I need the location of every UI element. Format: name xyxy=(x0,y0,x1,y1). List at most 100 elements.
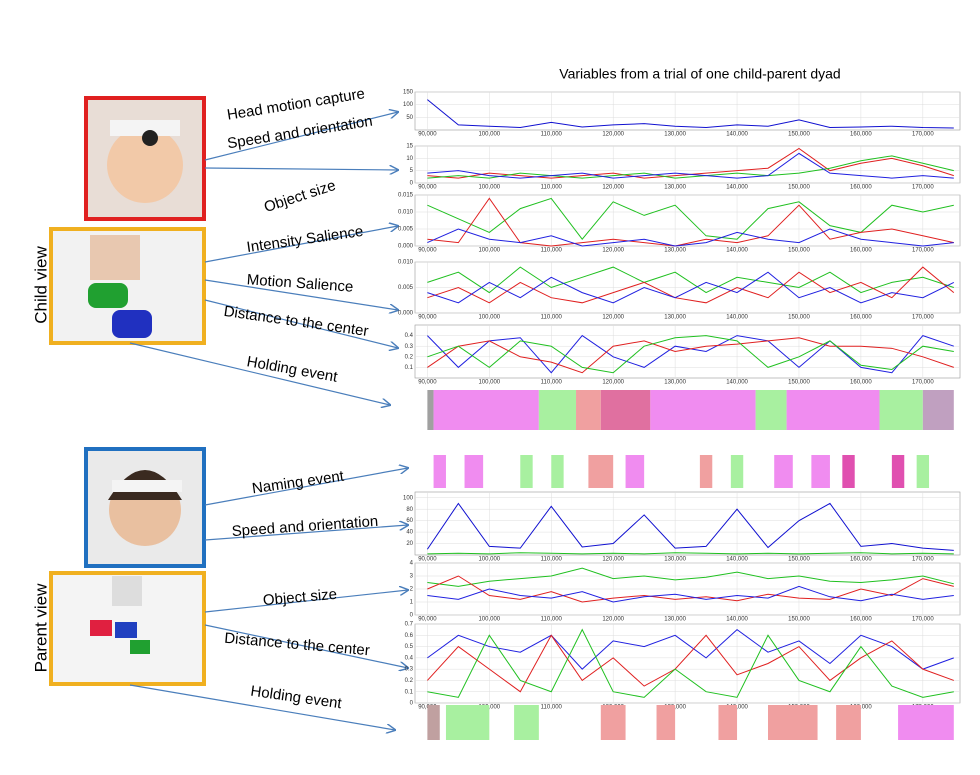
x-tick-label: 100,000 xyxy=(478,185,500,191)
series-line xyxy=(427,628,954,698)
x-tick-label: 130,000 xyxy=(664,185,686,191)
event-segment xyxy=(433,455,446,488)
event-segment xyxy=(600,390,651,430)
y-tick-label: 0.4 xyxy=(405,333,414,339)
series-line xyxy=(427,152,954,179)
y-tick-label: 0.2 xyxy=(405,678,414,684)
series-line xyxy=(427,155,954,179)
event-segment xyxy=(842,455,855,488)
event-segment xyxy=(427,390,434,430)
event-segment xyxy=(464,455,484,488)
x-tick-label: 100,000 xyxy=(478,705,500,711)
x-tick-label: 90,000 xyxy=(418,132,437,138)
y-tick-label: 0 xyxy=(410,613,414,619)
x-tick-label: 150,000 xyxy=(788,248,810,254)
x-tick-label: 160,000 xyxy=(850,315,872,321)
y-tick-label: 2 xyxy=(410,587,414,593)
event-segment xyxy=(898,705,954,740)
event-segment xyxy=(768,705,818,740)
arrows xyxy=(129,112,408,730)
x-tick-label: 170,000 xyxy=(912,315,934,321)
x-tick-label: 110,000 xyxy=(541,617,563,623)
x-tick-label: 110,000 xyxy=(541,132,563,138)
series-line xyxy=(427,634,954,693)
event-segment xyxy=(922,390,954,430)
event-segment xyxy=(774,455,793,488)
x-tick-label: 110,000 xyxy=(541,380,563,386)
title: Variables from a trial of one child-pare… xyxy=(559,66,840,82)
x-tick-label: 130,000 xyxy=(664,557,686,563)
series-line xyxy=(427,271,955,304)
x-tick-label: 140,000 xyxy=(726,185,748,191)
event-segment xyxy=(433,390,539,430)
x-tick-label: 120,000 xyxy=(602,315,624,321)
y-tick-label: 0.000 xyxy=(398,311,414,317)
series-line xyxy=(427,335,954,374)
x-tick-label: 100,000 xyxy=(478,617,500,623)
arrow-label: Naming event xyxy=(251,468,346,498)
plot-frame xyxy=(414,623,961,704)
x-tick-label: 120,000 xyxy=(602,185,624,191)
photo xyxy=(84,96,206,221)
event-segment xyxy=(650,390,756,430)
y-tick-label: 5 xyxy=(410,168,414,174)
x-tick-label: 160,000 xyxy=(850,185,872,191)
x-tick-label: 140,000 xyxy=(726,380,748,386)
event-segment xyxy=(625,455,645,488)
event-segment xyxy=(811,455,830,488)
arrow-label: Distance to the center xyxy=(224,630,371,660)
y-tick-label: 0.005 xyxy=(398,285,414,291)
event-segment xyxy=(576,390,601,430)
x-tick-label: 160,000 xyxy=(850,557,872,563)
arrow-label: Speed and orientation xyxy=(231,513,379,540)
event-segment xyxy=(514,705,539,740)
x-tick-label: 160,000 xyxy=(850,132,872,138)
series-line xyxy=(427,575,954,603)
group-label: Child view xyxy=(31,246,50,324)
y-tick-label: 0.7 xyxy=(405,622,414,628)
y-tick-label: 4 xyxy=(410,561,414,567)
y-tick-label: 0.010 xyxy=(398,210,414,216)
x-tick-label: 140,000 xyxy=(726,248,748,254)
x-tick-label: 110,000 xyxy=(541,185,563,191)
x-tick-label: 100,000 xyxy=(478,248,500,254)
event-segment xyxy=(699,455,713,488)
series-line xyxy=(427,99,954,129)
photo xyxy=(49,227,206,345)
x-tick-label: 120,000 xyxy=(602,132,624,138)
event-segment xyxy=(879,390,923,430)
y-tick-label: 0 xyxy=(410,181,414,187)
x-tick-label: 110,000 xyxy=(541,557,563,563)
x-tick-label: 160,000 xyxy=(850,248,872,254)
event-segment xyxy=(786,390,880,430)
y-tick-label: 10 xyxy=(406,156,413,162)
x-tick-label: 140,000 xyxy=(726,315,748,321)
arrow-label: Distance to the center xyxy=(223,303,370,340)
x-tick-label: 140,000 xyxy=(726,705,748,711)
x-tick-label: 170,000 xyxy=(912,185,934,191)
series-line xyxy=(427,552,954,555)
x-tick-label: 100,000 xyxy=(478,132,500,138)
x-tick-label: 150,000 xyxy=(788,185,810,191)
y-tick-label: 50 xyxy=(406,115,413,121)
event-segment xyxy=(588,455,614,488)
event-segment xyxy=(916,455,930,488)
x-tick-label: 90,000 xyxy=(418,380,437,386)
x-tick-label: 130,000 xyxy=(664,705,686,711)
y-tick-label: 0.6 xyxy=(405,633,414,639)
x-tick-label: 160,000 xyxy=(850,380,872,386)
x-tick-label: 90,000 xyxy=(418,617,437,623)
x-tick-label: 90,000 xyxy=(418,185,437,191)
event-segment xyxy=(730,455,744,488)
arrow-label: Object size xyxy=(262,586,337,609)
x-tick-label: 160,000 xyxy=(850,617,872,623)
y-tick-label: 0.010 xyxy=(398,260,414,266)
series-line xyxy=(427,266,955,304)
group-label: Parent view xyxy=(31,583,50,673)
event-segment xyxy=(836,705,861,740)
y-tick-label: 0.2 xyxy=(405,354,414,360)
series-line xyxy=(427,266,954,294)
plot-frame xyxy=(414,91,961,131)
series-line xyxy=(427,228,954,247)
